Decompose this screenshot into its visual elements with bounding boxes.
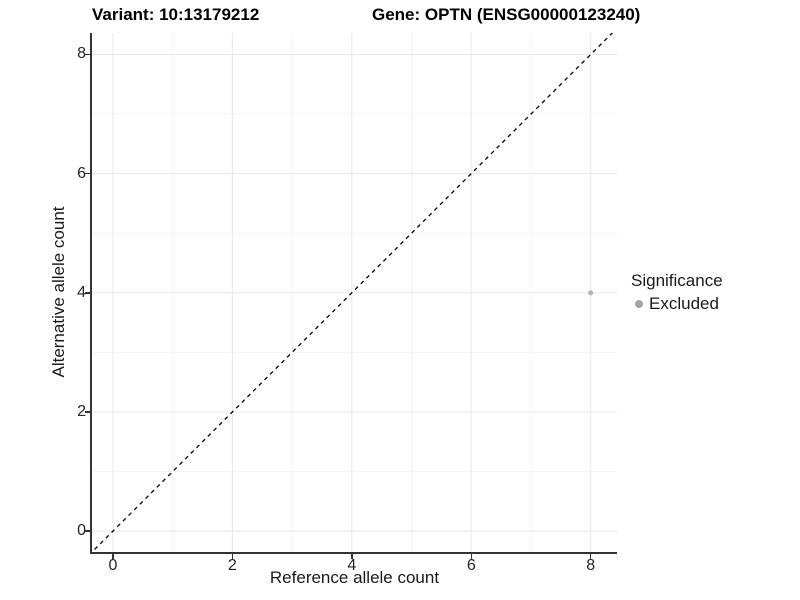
plot-panel [90,33,617,554]
x-axis-label: Reference allele count [269,568,440,587]
legend-key-dot [635,300,643,308]
x-tick-mark [589,554,592,559]
x-tick-mark [351,554,353,559]
y-tick-label: 2 [77,402,86,420]
plot-title-variant: Variant: 10:13179212 [92,5,260,24]
y-tick-label: 4 [77,283,86,301]
y-tick-label: 6 [77,164,86,182]
data-point [588,290,594,296]
legend: Significance Excluded [631,271,723,314]
y-tick-label: 0 [77,522,86,540]
legend-title: Significance [631,271,723,290]
plot-canvas [92,33,617,552]
y-tick-label: 8 [77,45,86,63]
x-tick-mark [231,554,234,559]
x-tick-mark [112,554,114,559]
legend-item-excluded: Excluded [635,294,723,314]
legend-item-label: Excluded [649,294,719,313]
x-tick-mark [470,554,473,559]
plot-title-gene: Gene: OPTN (ENSG00000123240) [372,5,641,24]
y-axis-label: Alternative allele count [49,206,68,378]
